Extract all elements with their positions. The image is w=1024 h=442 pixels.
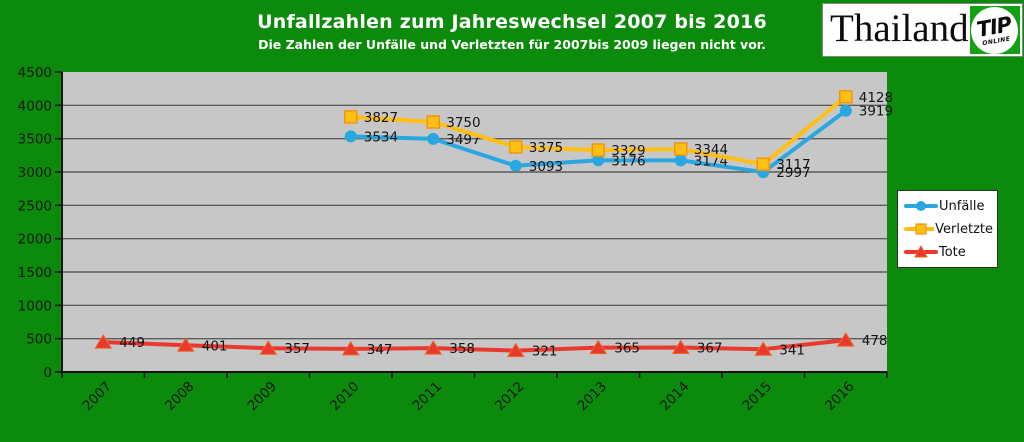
data-label: 4128 (859, 90, 893, 106)
data-label: 357 (284, 341, 310, 357)
data-label: 3827 (364, 110, 398, 126)
marker-triangle (836, 332, 855, 347)
y-tick-label: 1000 (18, 298, 52, 314)
data-labels-verletzte: 3827 3750 3375 3329 3344 3117 4128 (364, 90, 893, 173)
data-label: 367 (697, 341, 723, 357)
marker-triangle (176, 337, 195, 352)
y-tick-label: 3000 (18, 165, 52, 181)
data-label: 358 (449, 341, 475, 357)
marker-square (426, 115, 440, 129)
y-tick-label: 0 (43, 365, 52, 381)
data-label: 3497 (446, 132, 480, 148)
data-label: 3117 (776, 157, 810, 173)
data-label: 3093 (529, 159, 563, 175)
marker-circle (344, 130, 357, 143)
data-label: 449 (119, 335, 145, 351)
y-tick-label: 1500 (18, 265, 52, 281)
marker-triangle (259, 340, 278, 355)
y-tick-label: 2500 (18, 198, 52, 214)
y-axis-labels: 0 500 1000 1500 2000 2500 3000 3500 4000 4500 (18, 65, 62, 381)
marker-triangle (94, 334, 113, 349)
x-axis-ticks (61, 372, 888, 378)
x-tick-label: 2012 (492, 379, 528, 415)
data-label: 347 (367, 342, 393, 358)
marker-triangle (341, 340, 360, 356)
legend-item-unfaelle: Unfälle (904, 198, 993, 214)
marker-circle (839, 104, 852, 117)
y-tick-label: 500 (26, 332, 52, 348)
y-tick-label: 4500 (18, 65, 52, 81)
y-tick-label: 2000 (18, 232, 52, 248)
marker-triangle (754, 341, 773, 356)
marker-triangle (424, 340, 443, 355)
data-label: 3344 (694, 142, 728, 158)
legend-label: Tote (939, 244, 966, 260)
data-labels-tote: 449 401 357 347 358 321 365 367 341 478 (119, 333, 887, 359)
chart-legend: Unfälle Verletzte Tote (897, 190, 998, 268)
gridlines (62, 104, 887, 340)
data-label: 478 (862, 333, 888, 349)
y-tick-label: 3500 (18, 132, 52, 148)
logo-brand-text: Thailand (830, 7, 969, 50)
legend-label: Unfälle (939, 198, 985, 214)
marker-circle (592, 154, 605, 167)
marker-circle (509, 159, 522, 172)
x-tick-label: 2010 (327, 379, 363, 415)
data-label: 2997 (776, 165, 810, 181)
x-tick-label: 2015 (739, 379, 775, 415)
marker-square (839, 90, 853, 104)
data-label: 401 (202, 338, 228, 354)
x-tick-label: 2014 (657, 379, 693, 415)
legend-item-verletzte: Verletzte (904, 221, 993, 237)
series-unfaelle (344, 104, 852, 179)
legend-item-tote: Tote (904, 244, 993, 260)
data-label: 3176 (611, 153, 645, 169)
y-tick-label: 4000 (18, 98, 52, 114)
marker-square (344, 110, 358, 124)
marker-square (591, 143, 605, 157)
x-tick-label: 2008 (162, 379, 198, 415)
series-verletzte (344, 90, 853, 171)
x-tick-label: 2013 (574, 379, 610, 415)
marker-square (756, 157, 770, 171)
legend-triangle-icon (904, 244, 938, 258)
legend-label: Verletzte (935, 221, 993, 237)
data-label: 3919 (859, 104, 893, 120)
x-tick-label: 2007 (79, 379, 115, 415)
marker-circle (427, 132, 440, 145)
x-tick-label: 2016 (822, 379, 858, 415)
data-label: 3750 (446, 115, 480, 131)
marker-triangle (671, 339, 690, 355)
series-tote (94, 332, 855, 358)
x-axis-labels: 2007 2008 2009 2010 2011 2012 2013 2014 2015 2016 (79, 379, 857, 415)
data-label: 3375 (529, 140, 563, 156)
logo-tip-badge: TIP ONLINE (967, 2, 1023, 58)
data-label: 321 (532, 344, 558, 360)
marker-triangle (589, 339, 608, 355)
plot-area (62, 72, 887, 372)
x-tick-label: 2011 (409, 379, 445, 415)
data-label: 341 (779, 342, 805, 358)
marker-circle (674, 154, 687, 167)
marker-square (674, 142, 688, 156)
data-label: 365 (614, 341, 640, 357)
x-tick-label: 2009 (244, 379, 280, 415)
data-label: 3329 (611, 143, 645, 159)
marker-square (509, 140, 523, 154)
marker-triangle (506, 342, 525, 358)
logo-thailand-tip: Thailand TIP ONLINE (822, 2, 1023, 58)
data-label: 3534 (364, 129, 398, 145)
legend-circle-icon (904, 201, 938, 211)
legend-square-icon (904, 223, 935, 235)
